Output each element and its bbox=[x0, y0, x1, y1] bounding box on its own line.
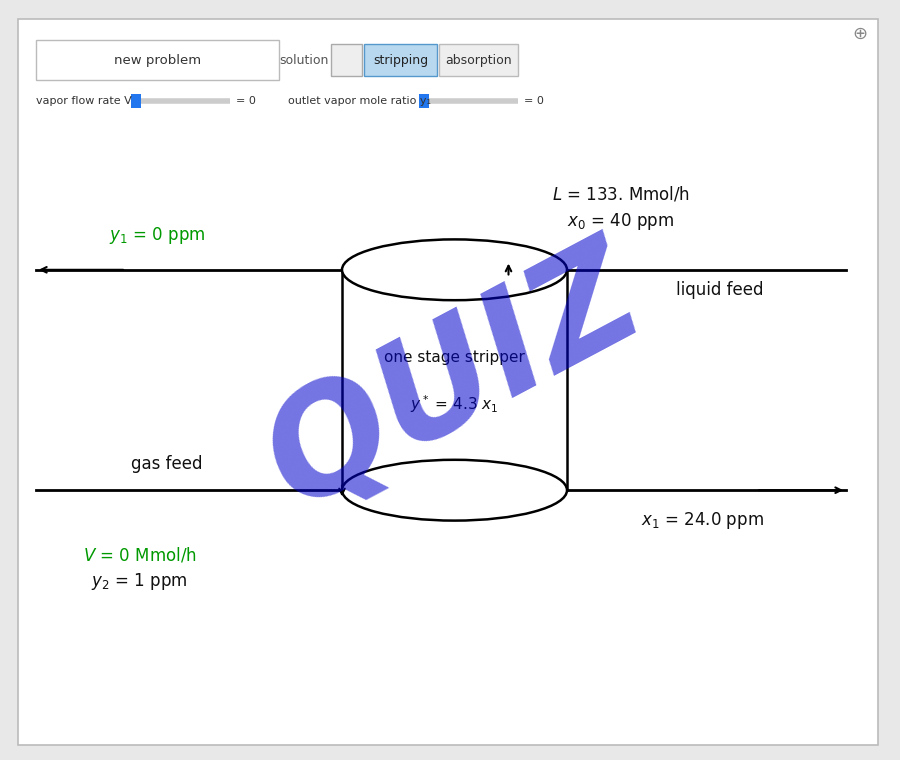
Text: ⊕: ⊕ bbox=[852, 25, 867, 43]
Text: $y_2$ = 1 ppm: $y_2$ = 1 ppm bbox=[91, 571, 188, 592]
Text: new problem: new problem bbox=[114, 53, 201, 67]
Text: $y_1$ = 0 ppm: $y_1$ = 0 ppm bbox=[109, 225, 206, 246]
Text: absorption: absorption bbox=[446, 53, 512, 67]
Text: $L$ = 133. Mmol/h: $L$ = 133. Mmol/h bbox=[552, 184, 690, 203]
Text: $V$ = 0 Mmol/h: $V$ = 0 Mmol/h bbox=[83, 546, 196, 564]
Text: = 0: = 0 bbox=[236, 96, 256, 106]
FancyBboxPatch shape bbox=[331, 44, 362, 76]
Text: $y^*$ = 4.3 $x_1$: $y^*$ = 4.3 $x_1$ bbox=[410, 394, 499, 415]
Text: vapor flow rate V: vapor flow rate V bbox=[36, 96, 131, 106]
Text: outlet vapor mole ratio y₁: outlet vapor mole ratio y₁ bbox=[288, 96, 431, 106]
Text: gas feed: gas feed bbox=[130, 454, 202, 473]
Text: = 0: = 0 bbox=[524, 96, 544, 106]
Text: QUIZ: QUIZ bbox=[244, 223, 665, 537]
Text: $x_0$ = 40 ppm: $x_0$ = 40 ppm bbox=[568, 211, 674, 233]
Text: solution: solution bbox=[279, 53, 328, 67]
FancyBboxPatch shape bbox=[364, 44, 437, 76]
FancyBboxPatch shape bbox=[439, 44, 518, 76]
Text: stripping: stripping bbox=[373, 53, 428, 67]
Text: one stage stripper: one stage stripper bbox=[384, 350, 525, 365]
Ellipse shape bbox=[342, 460, 567, 521]
Text: liquid feed: liquid feed bbox=[676, 281, 764, 299]
FancyBboxPatch shape bbox=[418, 94, 429, 108]
Text: $x_1$ = 24.0 ppm: $x_1$ = 24.0 ppm bbox=[641, 510, 763, 531]
FancyBboxPatch shape bbox=[130, 94, 141, 108]
Ellipse shape bbox=[342, 239, 567, 300]
FancyBboxPatch shape bbox=[36, 40, 279, 80]
FancyBboxPatch shape bbox=[18, 19, 878, 745]
